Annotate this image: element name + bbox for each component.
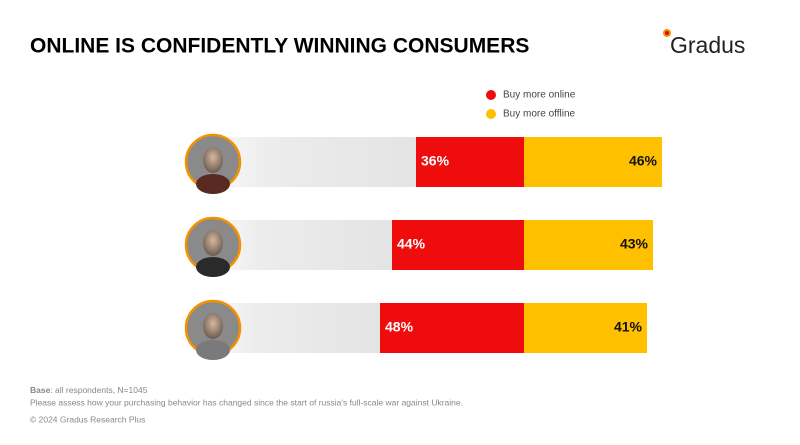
bar [416,137,524,187]
value-label: 48% [385,319,414,335]
legend-swatch [486,90,496,100]
bar [524,220,653,270]
base-text: : all respondents, N=1045 [50,385,147,395]
footnote-base: Base: all respondents, N=1045 [30,385,148,395]
copyright: © 2024 Gradus Research Plus [30,414,145,424]
legend-swatch [486,109,496,119]
value-label: 46% [629,153,658,169]
bar [524,137,662,187]
value-label: 43% [620,236,649,252]
footnote-question: Please assess how your purchasing behavi… [30,397,463,407]
rows: 36% 46% 44% 43% 48% 41% [184,133,662,360]
base-label: Base [30,385,51,395]
legend-label: Buy more offline [503,109,576,120]
bar [380,303,524,353]
value-label: 36% [421,153,450,169]
avatar-face [203,147,223,173]
bar [524,303,647,353]
chart-title: ONLINE IS CONFIDENTLY WINNING CONSUMERS [30,35,529,58]
bar [392,220,524,270]
avatar-body [196,174,230,194]
logo-dot-inner [665,31,669,35]
avatar-face [203,230,223,256]
avatar-body [196,340,230,360]
value-label: 44% [397,236,426,252]
legend: Buy more online Buy more offline [486,90,576,120]
legend-label: Buy more online [503,90,576,101]
value-label: 41% [614,319,643,335]
avatar-face [203,313,223,339]
logo: Gradus [670,32,745,58]
avatar-body [196,257,230,277]
